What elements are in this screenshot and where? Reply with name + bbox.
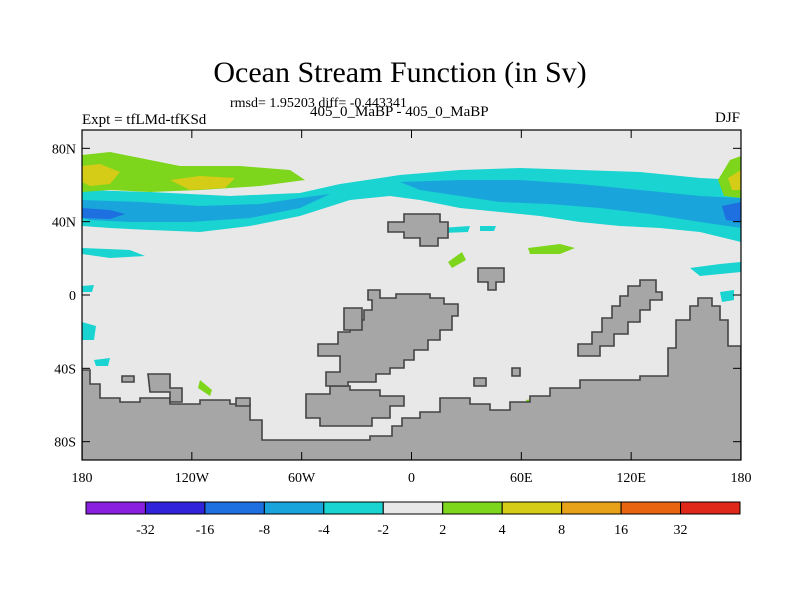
colorbar-label: -4	[318, 523, 330, 538]
colorbar-box	[144, 501, 206, 515]
x-tick-label: 120E	[616, 471, 646, 486]
colorbar-label: -32	[136, 523, 155, 538]
contour-patch-cyan-5	[720, 290, 734, 302]
colorbar-box	[561, 501, 622, 515]
land-south-tip-west	[147, 373, 183, 403]
contour-north-yellow-east	[728, 170, 741, 190]
y-tick-label: 80N	[52, 142, 76, 157]
colorbar-box	[680, 501, 741, 515]
colorbar-label: -2	[377, 523, 389, 538]
colorbar-box	[501, 501, 563, 515]
x-tick-label: 120W	[175, 471, 210, 486]
colorbar-box	[204, 501, 265, 515]
contour-north-deep-blue-east	[722, 202, 741, 222]
x-tick-label: 60E	[510, 471, 533, 486]
contour-patch-cyan-6	[82, 285, 94, 292]
contour-patch-cyan-4	[690, 262, 741, 276]
colorbar-label: 4	[499, 523, 506, 538]
season-label: DJF	[714, 110, 740, 126]
contour-patch-cyan-7	[82, 322, 96, 340]
y-tick-label: 40N	[52, 216, 76, 231]
y-tick-label: 40S	[54, 362, 76, 377]
colorbar-box	[263, 501, 325, 515]
contour-north-deep-blue	[82, 208, 125, 219]
contour-patch-green-1	[448, 252, 466, 268]
chart-title: Ocean Stream Function (in Sv)	[213, 56, 587, 89]
y-tick-label: 0	[69, 289, 76, 304]
land-islet-a	[473, 377, 487, 387]
contour-patch-green-3	[198, 380, 212, 396]
colorbar-label: 16	[614, 523, 628, 538]
contour-north-green-band	[82, 152, 305, 192]
contour-patch-green-2	[528, 244, 575, 254]
contour-north-yellow-patch-mid	[170, 176, 235, 190]
contour-patch-cyan-1	[82, 248, 145, 258]
land-central-diagonal	[317, 289, 459, 387]
land-south-islet	[235, 397, 251, 407]
contour-north-yellow-patch-west	[82, 164, 120, 186]
land-islet-b	[511, 367, 521, 377]
x-tick-label: 180	[72, 471, 93, 486]
colorbar-label: 32	[674, 523, 688, 538]
land-north-block	[387, 213, 449, 247]
colorbar-box	[323, 501, 384, 515]
contour-north-blue-band-east	[400, 180, 741, 228]
experiment-label: Expt = tfLMd-tfKSd	[82, 112, 207, 128]
colorbar-box	[382, 501, 444, 515]
colorbar: -32 -16 -8 -4 -2 2 4 8 16 32	[85, 501, 741, 538]
colorbar-box	[442, 501, 503, 515]
colorbar-label: 8	[558, 523, 565, 538]
land-arabia-block	[477, 267, 505, 291]
land-south-america-peaks	[121, 375, 135, 383]
colorbar-box	[85, 501, 146, 515]
x-tick-label: 0	[408, 471, 415, 486]
colorbar-label: -8	[259, 523, 271, 538]
colorbar-label: 2	[439, 523, 446, 538]
land-antarctica	[82, 297, 741, 460]
x-tick-label: 60W	[288, 471, 316, 486]
colorbar-label: -16	[196, 523, 215, 538]
y-tick-label: 80S	[54, 436, 76, 451]
contour-north-blue-band	[82, 194, 330, 222]
land-central-square	[343, 307, 363, 331]
colorbar-box	[620, 501, 682, 515]
contour-patch-cyan-3	[480, 226, 496, 231]
case-label: 405_0_MaBP - 405_0_MaBP	[310, 104, 489, 120]
contour-patch-cyan-8	[94, 358, 110, 366]
x-tick-label: 180	[731, 471, 752, 486]
tick-group: 180 120W 60W 0 60E 120E 180 80N 40N 0 40S 80S	[52, 130, 752, 486]
land-east-diagonal	[577, 279, 663, 357]
stats-label: rmsd= 1.95203 diff= -0.443341	[230, 96, 407, 111]
